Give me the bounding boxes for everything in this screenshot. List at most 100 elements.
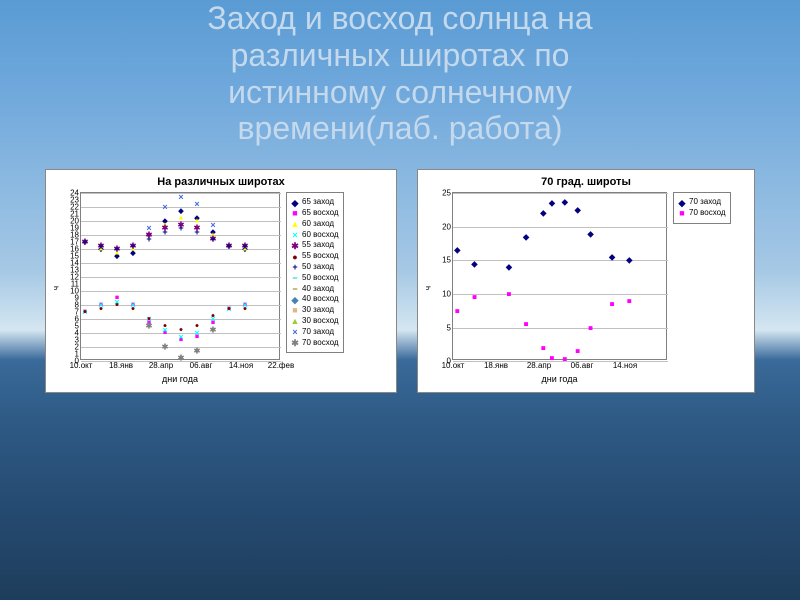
legend-label: 70 восход — [302, 338, 339, 349]
legend-marker-icon: + — [291, 263, 299, 271]
data-point: ✱ — [162, 343, 169, 352]
data-point: + — [162, 227, 167, 237]
legend-label: 40 восход — [302, 294, 339, 305]
legend-marker-icon: − — [291, 285, 299, 293]
legend-label: 60 заход — [302, 219, 334, 230]
data-point: + — [98, 241, 103, 251]
data-point: ■ — [549, 353, 554, 362]
legend-item: ●55 восход — [291, 251, 339, 262]
legend-item: ■70 восход — [678, 208, 726, 219]
data-point: ◆ — [540, 209, 546, 218]
legend-item: ◆65 заход — [291, 197, 339, 208]
xtick-label: 28.апр — [527, 359, 551, 370]
chart-left-legend: ◆65 заход■65 восход▲60 заход×60 восход✱5… — [286, 192, 344, 353]
legend-marker-icon: ✱ — [291, 242, 299, 250]
data-point: + — [178, 223, 183, 233]
legend-label: 65 заход — [302, 197, 334, 208]
gridline — [453, 227, 668, 228]
gridline — [81, 277, 281, 278]
legend-label: 50 заход — [302, 262, 334, 273]
gridline — [81, 291, 281, 292]
legend-label: 55 восход — [302, 251, 339, 262]
gridline — [453, 328, 668, 329]
chart-right-xlabel: дни года — [452, 374, 667, 384]
legend-label: 55 заход — [302, 240, 334, 251]
legend-marker-icon: ▲ — [291, 317, 299, 325]
data-point: × — [178, 192, 183, 202]
data-point: + — [242, 241, 247, 251]
data-point: × — [146, 223, 151, 233]
xtick-label: 18.янв — [109, 359, 133, 370]
data-point: + — [210, 234, 215, 244]
data-point: ● — [163, 323, 167, 330]
gridline — [453, 294, 668, 295]
legend-label: 70 заход — [689, 197, 721, 208]
legend-marker-icon: ▲ — [291, 220, 299, 228]
legend-marker-icon: ◆ — [291, 199, 299, 207]
data-point: ■ — [455, 306, 460, 315]
data-point: ◆ — [471, 259, 477, 268]
legend-marker-icon: × — [291, 231, 299, 239]
data-point: ■ — [575, 347, 580, 356]
gridline — [81, 235, 281, 236]
gridline — [81, 263, 281, 264]
chart-right-ylabel: ч — [424, 286, 433, 290]
data-point: ◆ — [609, 253, 615, 262]
xtick-label: 28.апр — [149, 359, 173, 370]
xtick-label: 10.окт — [442, 359, 465, 370]
data-point: ✱ — [178, 353, 185, 362]
chart-right-legend: ◆70 заход■70 восход — [673, 192, 731, 224]
data-point: ■ — [562, 355, 567, 364]
data-point: × — [210, 220, 215, 230]
data-point: ◆ — [626, 256, 632, 265]
legend-item: ▲60 заход — [291, 219, 339, 230]
data-point: ◆ — [506, 263, 512, 272]
gridline — [81, 319, 281, 320]
legend-label: 70 заход — [302, 327, 334, 338]
legend-label: 60 восход — [302, 230, 339, 241]
legend-item: +50 заход — [291, 262, 339, 273]
data-point: × — [194, 199, 199, 209]
data-point: ■ — [472, 293, 477, 302]
title-line: истинному солнечному — [228, 74, 572, 110]
xtick-label: 06.авг — [190, 359, 213, 370]
legend-marker-icon: ✱ — [291, 339, 299, 347]
data-point: × — [162, 202, 167, 212]
title-line: времени(лаб. работа) — [238, 110, 563, 146]
data-point: ■ — [610, 300, 615, 309]
legend-label: 40 заход — [302, 284, 334, 295]
data-point: ■ — [588, 323, 593, 332]
legend-item: ✱70 восход — [291, 338, 339, 349]
chart-left-ylabel: ч — [52, 286, 61, 290]
chart-right-title: 70 град. широты — [424, 176, 748, 188]
xtick-label: 14.ноя — [613, 359, 637, 370]
chart-right-panel: 70 град. широты ч 051015202510.окт18.янв… — [417, 169, 755, 393]
data-point: ◆ — [588, 229, 594, 238]
charts-container: На различных широтах ч 01234567891011121… — [0, 169, 800, 393]
data-point: ✱ — [210, 325, 217, 334]
data-point: ● — [211, 312, 215, 319]
data-point: ◆ — [454, 246, 460, 255]
legend-item: −50 восход — [291, 273, 339, 284]
data-point: ■ — [524, 320, 529, 329]
legend-label: 65 восход — [302, 208, 339, 219]
data-point: ● — [243, 305, 247, 312]
data-point: ● — [227, 305, 231, 312]
data-point: + — [114, 244, 119, 254]
data-point: ◆ — [562, 197, 568, 206]
slide-title: Заход и восход солнца на различных широт… — [0, 0, 800, 147]
data-point: ◆ — [549, 199, 555, 208]
data-point: ● — [195, 323, 199, 330]
data-point: × — [178, 332, 183, 342]
ytick-label: 24 — [70, 189, 81, 198]
legend-marker-icon: × — [291, 328, 299, 336]
data-point: ✱ — [146, 322, 153, 331]
data-point: ● — [179, 326, 183, 333]
legend-marker-icon: ● — [291, 253, 299, 261]
data-point: × — [194, 328, 199, 338]
chart-left-panel: На различных широтах ч 01234567891011121… — [45, 169, 397, 393]
data-point: ■ — [541, 343, 546, 352]
legend-marker-icon: − — [291, 274, 299, 282]
gridline — [81, 249, 281, 250]
legend-marker-icon: ■ — [678, 209, 686, 217]
